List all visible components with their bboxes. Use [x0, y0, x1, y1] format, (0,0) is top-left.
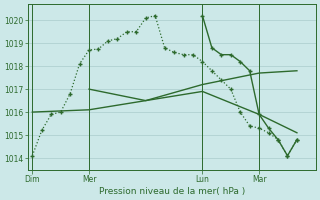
- X-axis label: Pression niveau de la mer( hPa ): Pression niveau de la mer( hPa ): [99, 187, 245, 196]
